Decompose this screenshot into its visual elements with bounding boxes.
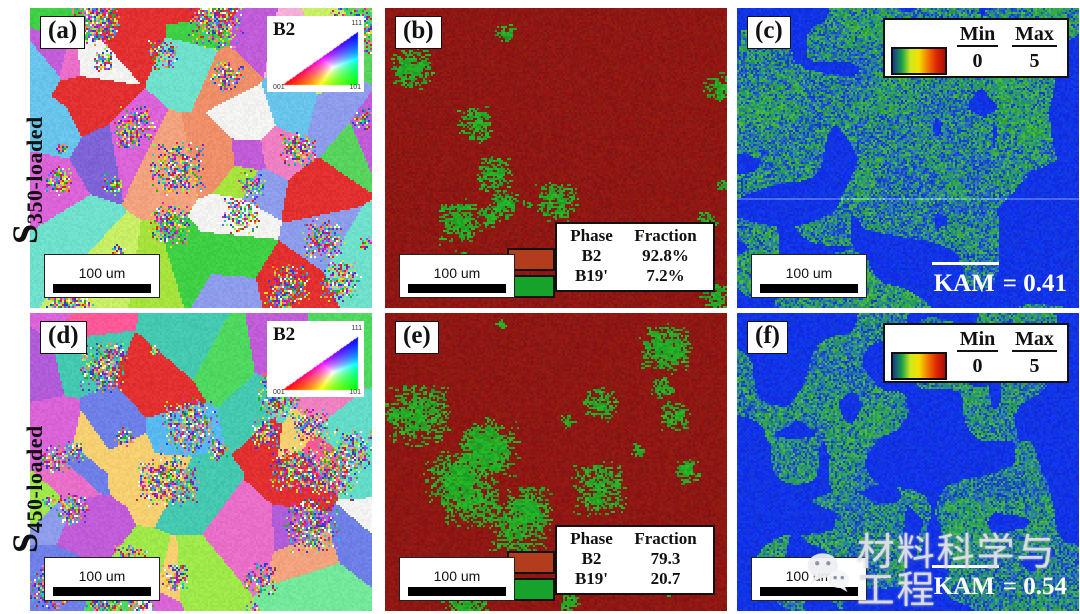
row-label-main: S	[5, 532, 45, 553]
phase-b19-name: B19'	[574, 266, 609, 285]
panel-letter: (b)	[395, 16, 442, 49]
max-value: 5	[1029, 354, 1040, 377]
phase-b2-fraction: 79.3	[650, 549, 681, 568]
max-header: Max	[1012, 328, 1057, 352]
kam-number: = 0.54	[1002, 573, 1067, 600]
scale-bar: 100 um	[44, 254, 160, 298]
kam-label-overlined: KAM	[931, 262, 999, 297]
row-label-main: S	[5, 223, 45, 244]
panel-letter: (d)	[40, 321, 87, 354]
panel-letter: (c)	[747, 16, 791, 49]
panel-letter: (e)	[395, 321, 439, 354]
phase-b19-fraction: 7.2%	[646, 266, 685, 285]
fraction-column-header: Fraction	[634, 529, 697, 548]
kam-colorbar	[891, 47, 947, 75]
max-value: 5	[1029, 49, 1040, 72]
kam-number: = 0.41	[1002, 270, 1067, 297]
scale-bar-label: 100 um	[433, 567, 481, 584]
phase-fraction-legend: Phase Fraction B2 79.3 B19' 20.7	[507, 525, 715, 601]
row-label-subscript: 350-loaded	[22, 116, 47, 224]
scale-bar: 100 um	[399, 557, 515, 601]
kam-label-overlined: KAM	[931, 565, 999, 600]
panel-f-kam-map: (f) Min Max 0 5 KAM = 0.54 100 um	[737, 313, 1079, 611]
phase-b19-name: B19'	[574, 569, 609, 588]
phase-b2-name: B2	[581, 246, 602, 265]
phase-fraction-legend: Phase Fraction B2 92.8% B19' 7.2%	[507, 222, 715, 298]
phase-column-header: Phase	[570, 529, 613, 548]
phase-b2-name: B2	[581, 549, 602, 568]
max-header: Max	[1012, 23, 1057, 47]
scale-bar-line	[53, 587, 151, 596]
panel-d-ipf-map: (d) B2 001 111 101 100 um	[30, 313, 372, 611]
corner-001-label: 001	[273, 84, 285, 91]
fraction-column-header: Fraction	[634, 226, 697, 245]
scale-bar: 100 um	[399, 254, 515, 298]
scale-bar-label: 100 um	[785, 264, 833, 281]
min-header: Min	[956, 23, 999, 47]
ipf-triangle	[280, 29, 360, 87]
scale-bar-line	[760, 284, 858, 293]
kam-colorbar	[891, 352, 947, 380]
ipf-color-key: B2 001 111 101	[267, 16, 364, 92]
scale-bar: 100 um	[751, 254, 867, 298]
ipf-color-key: B2 001 111 101	[267, 321, 364, 397]
row-label-subscript: 450-loaded	[22, 425, 47, 533]
phase-b2-fraction: 92.8%	[642, 246, 689, 265]
kam-scale-legend: Min Max 0 5	[883, 323, 1069, 383]
wechat-icon	[807, 553, 850, 592]
ipf-triangle	[280, 334, 360, 392]
phase-column-header: Phase	[570, 226, 613, 245]
min-value: 0	[972, 354, 983, 377]
corner-101-label: 101	[349, 84, 361, 91]
watermark: 材料科学与工程	[806, 534, 1080, 610]
panel-b-phase-map: (b) Phase Fraction B2 92.8% B19'	[385, 8, 727, 308]
corner-001-label: 001	[273, 389, 285, 396]
panel-letter: (f)	[747, 321, 788, 354]
corner-111-label: 111	[351, 325, 362, 332]
scale-bar-line	[760, 587, 858, 596]
panel-e-phase-map: (e) Phase Fraction B2 79.3 B19'	[385, 313, 727, 611]
scale-bar-line	[408, 587, 506, 596]
scale-bar: 100 um	[44, 557, 160, 601]
kam-average-value: KAM = 0.54	[931, 565, 1067, 601]
min-value: 0	[972, 49, 983, 72]
panel-c-kam-map: (c) Min Max 0 5 KAM = 0.41 100 um	[737, 8, 1079, 308]
scale-bar-label: 100 um	[433, 264, 481, 281]
corner-101-label: 101	[349, 389, 361, 396]
row-label-s350-loaded: S350-loaded	[4, 116, 48, 244]
kam-average-value: KAM = 0.41	[931, 262, 1067, 298]
watermark-text: 材料科学与工程	[856, 532, 1057, 612]
scale-bar-line	[53, 284, 151, 293]
row-label-s450-loaded: S450-loaded	[4, 425, 48, 553]
phase-b19-fraction: 20.7	[650, 569, 681, 588]
scale-bar-label: 100 um	[78, 264, 126, 281]
panel-a-ipf-map: (a) B2 001 111 101 100 um	[30, 8, 372, 308]
corner-111-label: 111	[351, 20, 362, 27]
panel-letter: (a)	[40, 16, 86, 49]
scale-bar-label: 100 um	[78, 567, 126, 584]
kam-scale-legend: Min Max 0 5	[883, 18, 1069, 78]
min-header: Min	[956, 328, 999, 352]
scale-bar-line	[408, 284, 506, 293]
